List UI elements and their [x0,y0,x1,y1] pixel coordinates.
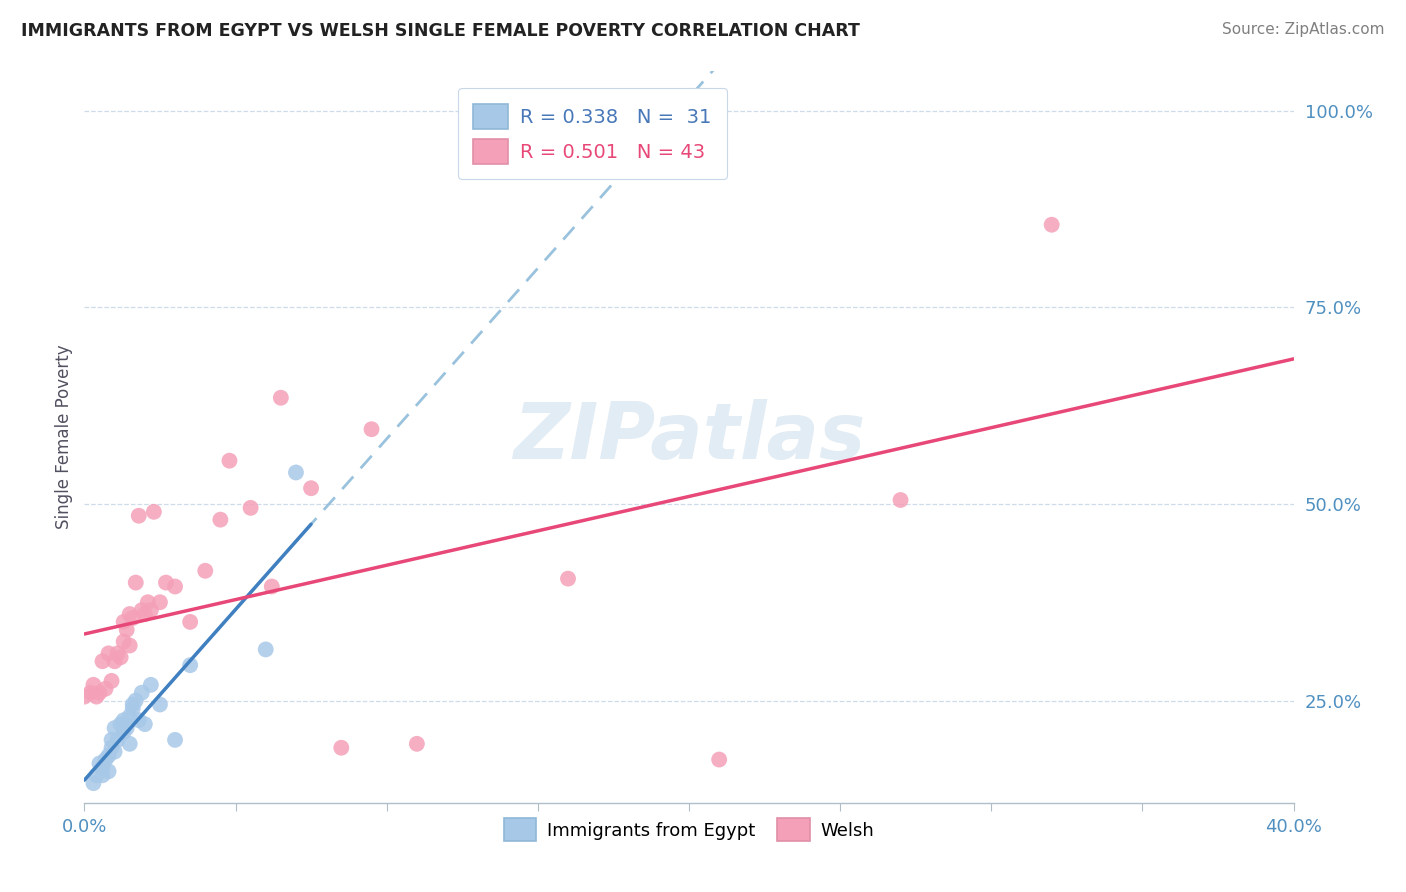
Point [121,611,143,625]
Point [360,422,382,436]
Point [104,745,127,759]
Point [97,764,120,779]
Point [115,721,138,735]
Point [118,639,141,653]
Point [134,607,156,621]
Point [91,654,114,668]
Point [260,580,283,594]
Point [121,701,143,715]
Point [110,717,132,731]
Text: ZIPatlas: ZIPatlas [513,399,865,475]
Point [165,580,187,594]
Point [82,776,104,790]
Point [112,634,135,648]
Point [179,658,201,673]
Point [254,642,277,657]
Point [239,500,262,515]
Legend: Immigrants from Egypt, Welsh: Immigrants from Egypt, Welsh [496,811,882,848]
Point [406,737,429,751]
Point [270,391,292,405]
Point [709,753,731,767]
Point [131,686,153,700]
Point [94,753,117,767]
Point [107,732,129,747]
Point [89,686,111,700]
Point [118,607,141,621]
Point [139,603,162,617]
Point [97,646,120,660]
Point [149,595,172,609]
Point [209,513,232,527]
Point [91,760,114,774]
Point [100,673,122,688]
Point [557,572,579,586]
Point [100,732,122,747]
Point [165,732,187,747]
Point [128,508,150,523]
Point [125,693,148,707]
Y-axis label: Single Female Poverty: Single Female Poverty [55,345,73,529]
Point [115,623,138,637]
Point [125,575,148,590]
Point [94,681,117,696]
Point [86,690,108,704]
Point [82,678,104,692]
Point [136,595,159,609]
Point [285,466,308,480]
Point [218,453,240,467]
Point [890,493,912,508]
Point [73,690,96,704]
Point [107,646,129,660]
Point [110,650,132,665]
Point [100,740,122,755]
Point [112,615,135,629]
Point [121,698,143,712]
Point [330,740,353,755]
Point [194,564,217,578]
Point [97,748,120,763]
Point [89,756,111,771]
Point [112,725,135,739]
Point [112,713,135,727]
Point [149,698,172,712]
Point [131,603,153,617]
Point [139,678,162,692]
Point [118,737,141,751]
Text: IMMIGRANTS FROM EGYPT VS WELSH SINGLE FEMALE POVERTY CORRELATION CHART: IMMIGRANTS FROM EGYPT VS WELSH SINGLE FE… [21,22,860,40]
Point [104,721,127,735]
Point [79,686,101,700]
Point [1040,218,1063,232]
Point [104,654,127,668]
Point [118,709,141,723]
Text: Source: ZipAtlas.com: Source: ZipAtlas.com [1222,22,1385,37]
Point [134,717,156,731]
Point [91,768,114,782]
Point [128,713,150,727]
Point [142,505,165,519]
Point [179,615,201,629]
Point [86,768,108,782]
Point [299,481,322,495]
Point [155,575,177,590]
